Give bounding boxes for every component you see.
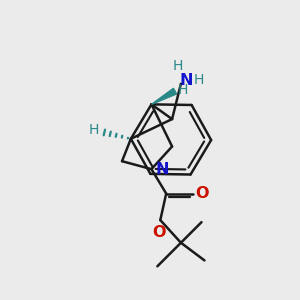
Text: O: O xyxy=(196,186,209,201)
Text: H: H xyxy=(177,82,188,97)
Polygon shape xyxy=(152,88,177,104)
Text: N: N xyxy=(179,73,193,88)
Text: H: H xyxy=(193,73,204,87)
Text: H: H xyxy=(89,123,99,137)
Text: O: O xyxy=(152,225,166,240)
Text: N: N xyxy=(155,162,169,177)
Text: H: H xyxy=(172,58,183,73)
